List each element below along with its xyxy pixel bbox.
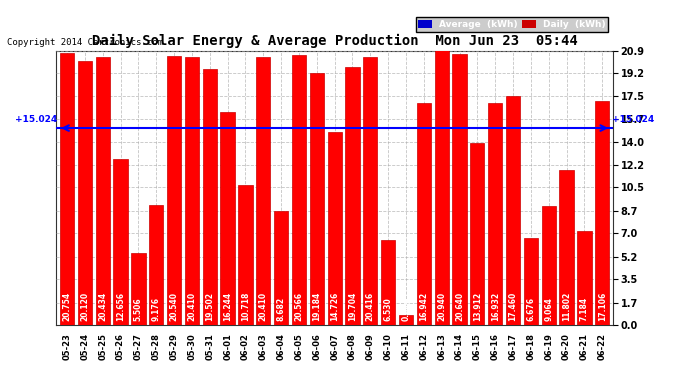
Text: 9.176: 9.176 (152, 297, 161, 321)
Text: +15.024: +15.024 (612, 115, 654, 124)
Text: 7.184: 7.184 (580, 297, 589, 321)
Text: 6.676: 6.676 (526, 297, 535, 321)
Bar (488, 103, 502, 326)
Text: 20.940: 20.940 (437, 292, 446, 321)
Text: 20.416: 20.416 (366, 292, 375, 321)
Bar (96, 57, 110, 326)
Text: 9.064: 9.064 (544, 297, 553, 321)
Title: Daily Solar Energy & Average Production  Mon Jun 23  05:44: Daily Solar Energy & Average Production … (92, 34, 578, 48)
Text: 0.814: 0.814 (402, 297, 411, 321)
Text: 16.932: 16.932 (491, 292, 500, 321)
Text: 16.244: 16.244 (223, 292, 232, 321)
Text: +15.024: +15.024 (15, 115, 57, 124)
Bar (346, 67, 359, 326)
Text: 17.460: 17.460 (509, 292, 518, 321)
Text: Copyright 2014 Cartronics.com: Copyright 2014 Cartronics.com (7, 38, 163, 47)
Bar (131, 253, 146, 326)
Text: 20.640: 20.640 (455, 292, 464, 321)
Bar (506, 96, 520, 326)
Bar (560, 170, 573, 326)
Text: 12.656: 12.656 (116, 292, 125, 321)
Text: 8.682: 8.682 (277, 297, 286, 321)
Bar (274, 211, 288, 326)
Bar (417, 103, 431, 326)
Bar (149, 205, 164, 326)
Bar (578, 231, 591, 326)
Bar (542, 206, 556, 326)
Text: 14.726: 14.726 (330, 292, 339, 321)
Bar (595, 101, 609, 326)
Text: 19.502: 19.502 (206, 292, 215, 321)
Bar (381, 240, 395, 326)
Bar (328, 132, 342, 326)
Bar (238, 184, 253, 326)
Bar (524, 238, 538, 326)
Text: 20.540: 20.540 (170, 292, 179, 321)
Bar (60, 53, 75, 326)
Bar (399, 315, 413, 326)
Bar (310, 74, 324, 326)
Bar (292, 55, 306, 326)
Text: 11.802: 11.802 (562, 292, 571, 321)
Text: 5.506: 5.506 (134, 298, 143, 321)
Text: 20.410: 20.410 (259, 292, 268, 321)
Text: 16.942: 16.942 (420, 292, 428, 321)
Text: 19.704: 19.704 (348, 292, 357, 321)
Text: 10.718: 10.718 (241, 292, 250, 321)
Bar (221, 112, 235, 326)
Bar (167, 56, 181, 326)
Bar (256, 57, 270, 326)
Bar (435, 50, 448, 326)
Text: 17.106: 17.106 (598, 292, 607, 321)
Text: 20.566: 20.566 (295, 292, 304, 321)
Text: 20.434: 20.434 (98, 292, 107, 321)
Bar (113, 159, 128, 326)
Text: 19.184: 19.184 (313, 292, 322, 321)
Legend: Average  (kWh), Daily  (kWh): Average (kWh), Daily (kWh) (415, 17, 609, 32)
Bar (203, 69, 217, 326)
Bar (363, 57, 377, 326)
Text: 20.754: 20.754 (63, 292, 72, 321)
Bar (453, 54, 466, 326)
Bar (470, 142, 484, 326)
Text: 20.410: 20.410 (188, 292, 197, 321)
Bar (78, 61, 92, 326)
Text: 13.912: 13.912 (473, 292, 482, 321)
Text: 20.120: 20.120 (81, 292, 90, 321)
Bar (185, 57, 199, 326)
Text: 6.530: 6.530 (384, 298, 393, 321)
